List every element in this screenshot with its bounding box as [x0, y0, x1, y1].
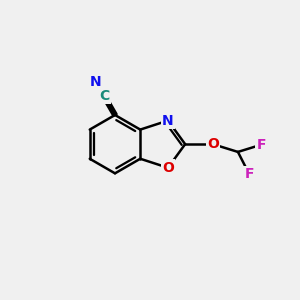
- Text: O: O: [162, 161, 174, 175]
- Text: F: F: [244, 167, 254, 181]
- Text: O: O: [207, 137, 219, 151]
- Text: N: N: [90, 75, 102, 89]
- Text: F: F: [257, 138, 266, 152]
- Text: N: N: [162, 114, 174, 128]
- Text: C: C: [99, 89, 109, 103]
